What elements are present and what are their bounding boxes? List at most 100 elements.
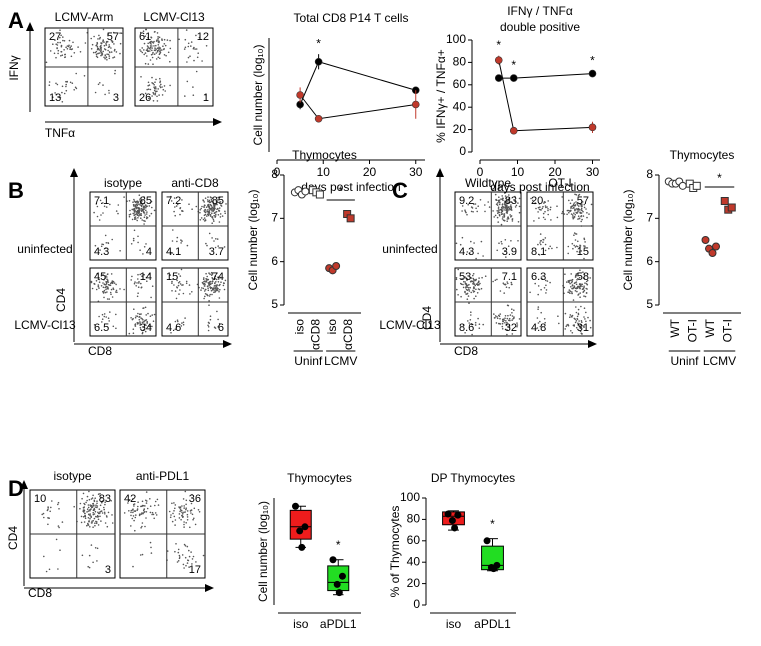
annotation: * (496, 38, 501, 52)
flow-event (102, 282, 104, 284)
flow-event (576, 318, 579, 321)
flow-event (498, 214, 501, 216)
flow-event (98, 287, 100, 289)
flow-event (59, 549, 61, 551)
flow-event (55, 93, 58, 96)
flow-event (102, 286, 105, 289)
flow-event (563, 213, 566, 215)
flow-event (570, 213, 573, 215)
flow-event (101, 52, 104, 54)
data-point (692, 181, 701, 190)
flow-event (501, 209, 503, 212)
flow-event (495, 199, 498, 201)
flow-event (575, 287, 578, 290)
flow-event (506, 205, 508, 207)
flow-event (219, 201, 221, 203)
flow-event (102, 274, 104, 276)
quadrant-percent: 3.7 (209, 246, 224, 258)
flow-event (181, 511, 183, 514)
flow-event (497, 212, 499, 214)
flow-event (75, 72, 77, 75)
flow-event (550, 219, 552, 221)
flow-event (516, 324, 519, 326)
flow-event (195, 561, 197, 563)
flow-event (98, 508, 101, 511)
flow-event (153, 87, 156, 90)
flow-event (132, 503, 135, 506)
quadrant-percent: 4.6 (166, 322, 181, 334)
flow-event (152, 82, 154, 85)
flow-event (569, 202, 572, 205)
flow-event (163, 54, 166, 56)
flow-event (576, 290, 578, 293)
flow-event (175, 205, 178, 207)
flow-event (148, 84, 151, 86)
flow-event (100, 214, 102, 216)
flow-event (577, 322, 579, 325)
data-point (509, 74, 518, 82)
flow-event (103, 41, 105, 43)
flow-event (135, 514, 137, 516)
flow-event (580, 332, 583, 335)
flow-event (132, 515, 135, 517)
flow-event (575, 326, 578, 329)
flow-event (185, 280, 188, 283)
flow-event (510, 240, 512, 242)
flow-event (200, 289, 202, 291)
flow-event (119, 42, 122, 45)
flow-event (502, 282, 505, 285)
flow-event (549, 281, 551, 284)
flow-event (574, 276, 577, 278)
flow-event (571, 291, 573, 293)
flow-event (95, 55, 98, 57)
flow-event (538, 217, 540, 219)
flow-event (152, 63, 154, 65)
arrow-head (20, 480, 28, 489)
flow-event (182, 321, 185, 324)
flow-event (105, 44, 108, 46)
flow-event (108, 55, 111, 57)
flow-event (215, 203, 218, 205)
flow-event (140, 50, 142, 53)
flow-event (144, 35, 147, 37)
data-point (490, 565, 498, 573)
y-axis-label: % IFNγ+ / TNFα+ (434, 49, 448, 143)
flow-event (103, 506, 105, 509)
flow-event (151, 314, 153, 316)
flow-event (94, 524, 96, 527)
flow-event (139, 326, 142, 329)
flow-event (177, 560, 180, 562)
y-tick-label: 6 (646, 254, 653, 268)
flow-event (585, 311, 587, 314)
flow-event (542, 241, 544, 243)
flow-event (105, 281, 107, 283)
flow-event (173, 510, 175, 512)
flow-event (217, 318, 219, 321)
quadrant-percent: 42 (124, 493, 136, 505)
flow-event (174, 519, 177, 521)
flow-event (89, 514, 91, 517)
flow-event (204, 293, 207, 295)
flow-event (93, 517, 96, 520)
flow-event (106, 298, 109, 300)
flow-event (462, 283, 464, 286)
flow-event (581, 201, 584, 203)
flow-event (159, 85, 161, 87)
flow-event (150, 53, 153, 56)
data-point (329, 556, 337, 564)
flow-event (575, 194, 578, 196)
flow-event (170, 514, 172, 516)
flow-event (146, 322, 148, 324)
flow-event (150, 212, 153, 215)
flow-event (96, 272, 98, 275)
flow-event (216, 201, 219, 203)
flow-event (100, 52, 102, 54)
flow-event (153, 84, 155, 86)
flow-event (457, 268, 460, 271)
flow-event (572, 214, 574, 216)
flow-event (468, 288, 470, 291)
flow-event (206, 279, 208, 282)
flow-event (178, 281, 181, 283)
flow-event (571, 205, 573, 207)
flow-event (102, 212, 104, 214)
